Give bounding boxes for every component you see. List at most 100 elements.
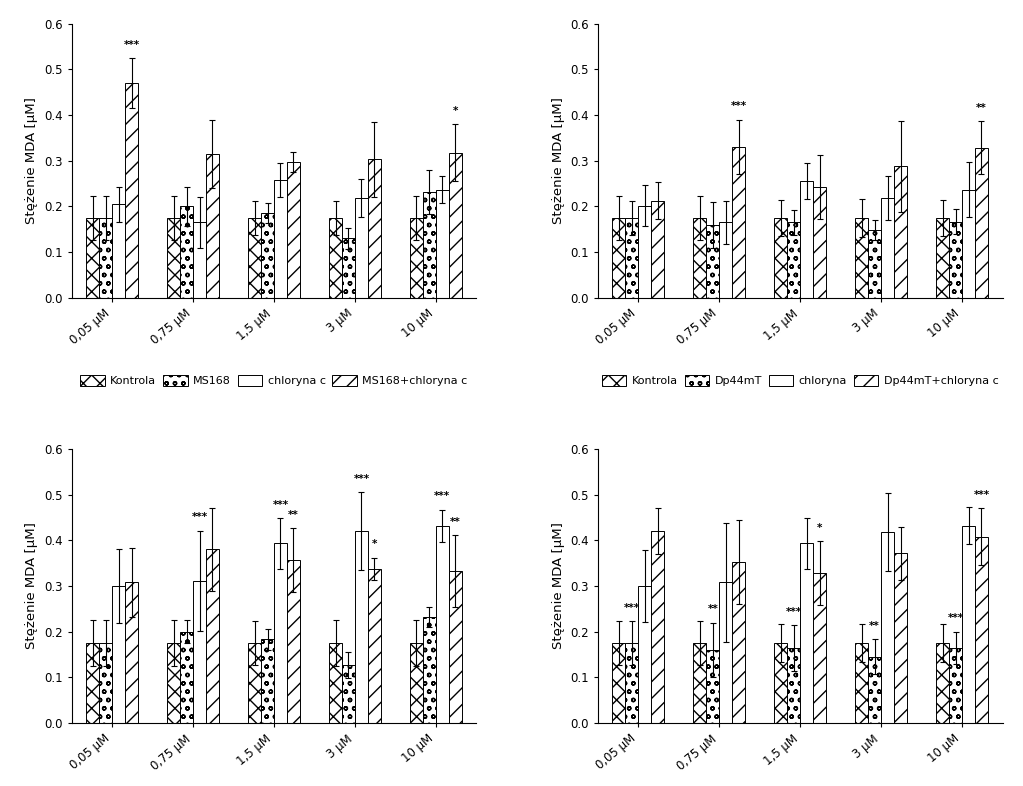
Bar	[249, 643, 261, 723]
Bar	[706, 225, 719, 298]
Bar	[167, 218, 180, 298]
Bar	[261, 213, 274, 298]
Bar	[342, 665, 355, 723]
Bar	[975, 537, 988, 723]
Bar	[774, 218, 788, 298]
Bar	[342, 238, 355, 298]
Bar	[625, 643, 638, 723]
Y-axis label: Stężenie MDA [μM]: Stężenie MDA [μM]	[26, 97, 39, 224]
Bar	[167, 643, 180, 723]
Bar	[274, 180, 286, 298]
Bar	[180, 207, 193, 298]
Text: ***: ***	[272, 500, 288, 510]
Bar	[368, 569, 381, 723]
Bar	[410, 218, 422, 298]
Text: ***: ***	[974, 490, 989, 500]
Text: **: **	[450, 517, 460, 527]
Bar	[206, 154, 219, 298]
Y-axis label: Stężenie MDA [μM]: Stężenie MDA [μM]	[26, 523, 39, 649]
Bar	[869, 230, 881, 298]
Text: ***: ***	[947, 613, 964, 623]
Bar	[329, 643, 342, 723]
Bar	[286, 560, 300, 723]
Bar	[422, 192, 436, 298]
Bar	[975, 148, 988, 298]
Text: ***: ***	[191, 512, 208, 523]
Bar	[613, 218, 625, 298]
Bar	[449, 571, 461, 723]
Bar	[625, 218, 638, 298]
Bar	[99, 218, 113, 298]
Bar	[286, 162, 300, 298]
Bar	[125, 582, 138, 723]
Bar	[694, 218, 706, 298]
Bar	[436, 526, 449, 723]
Bar	[125, 83, 138, 298]
Text: ***: ***	[124, 39, 139, 50]
Legend: Kontrola, MS168, chloryna c, MS168+chloryna c: Kontrola, MS168, chloryna c, MS168+chlor…	[77, 372, 471, 390]
Bar	[86, 643, 99, 723]
Bar	[949, 222, 962, 298]
Bar	[449, 152, 461, 298]
Bar	[410, 643, 422, 723]
Bar	[894, 553, 907, 723]
Y-axis label: Stężenie MDA [μM]: Stężenie MDA [μM]	[551, 97, 565, 224]
Bar	[881, 198, 894, 298]
Bar	[949, 648, 962, 723]
Bar	[800, 543, 813, 723]
Bar	[962, 189, 975, 298]
Y-axis label: Stężenie MDA [μM]: Stężenie MDA [μM]	[551, 523, 565, 649]
Bar	[193, 222, 206, 298]
Bar	[261, 640, 274, 723]
Bar	[962, 526, 975, 723]
Bar	[422, 616, 436, 723]
Bar	[652, 200, 664, 298]
Bar	[274, 543, 286, 723]
Text: *: *	[817, 523, 822, 533]
Text: ***: ***	[353, 474, 369, 484]
Bar	[180, 632, 193, 723]
Bar	[329, 218, 342, 298]
Bar	[813, 573, 826, 723]
Bar	[706, 650, 719, 723]
Text: **: **	[707, 604, 718, 615]
Text: ***: ***	[624, 603, 639, 613]
Text: ***: ***	[786, 607, 802, 616]
Bar	[355, 198, 368, 298]
Bar	[788, 648, 800, 723]
Bar	[936, 643, 949, 723]
Bar	[694, 643, 706, 723]
Bar	[881, 532, 894, 723]
Bar	[638, 586, 652, 723]
Bar	[719, 222, 732, 298]
Bar	[732, 562, 745, 723]
Bar	[813, 187, 826, 298]
Bar	[613, 643, 625, 723]
Legend: Kontrola, Dp44mT, chloryna, Dp44mT+chloryna c: Kontrola, Dp44mT, chloryna, Dp44mT+chlor…	[598, 372, 1002, 390]
Bar	[774, 643, 788, 723]
Text: **: **	[976, 103, 987, 113]
Bar	[719, 582, 732, 723]
Bar	[652, 531, 664, 723]
Bar	[113, 204, 125, 298]
Bar	[788, 222, 800, 298]
Bar	[936, 218, 949, 298]
Bar	[355, 531, 368, 723]
Bar	[249, 218, 261, 298]
Bar	[638, 206, 652, 298]
Text: ***: ***	[730, 101, 747, 112]
Bar	[113, 586, 125, 723]
Bar	[206, 549, 219, 723]
Text: ***: ***	[435, 491, 450, 501]
Bar	[436, 189, 449, 298]
Text: **: **	[870, 621, 880, 631]
Bar	[894, 166, 907, 298]
Bar	[99, 643, 113, 723]
Bar	[86, 218, 99, 298]
Bar	[732, 147, 745, 298]
Bar	[855, 643, 869, 723]
Text: *: *	[371, 539, 377, 549]
Bar	[869, 657, 881, 723]
Bar	[193, 581, 206, 723]
Text: *: *	[452, 106, 458, 116]
